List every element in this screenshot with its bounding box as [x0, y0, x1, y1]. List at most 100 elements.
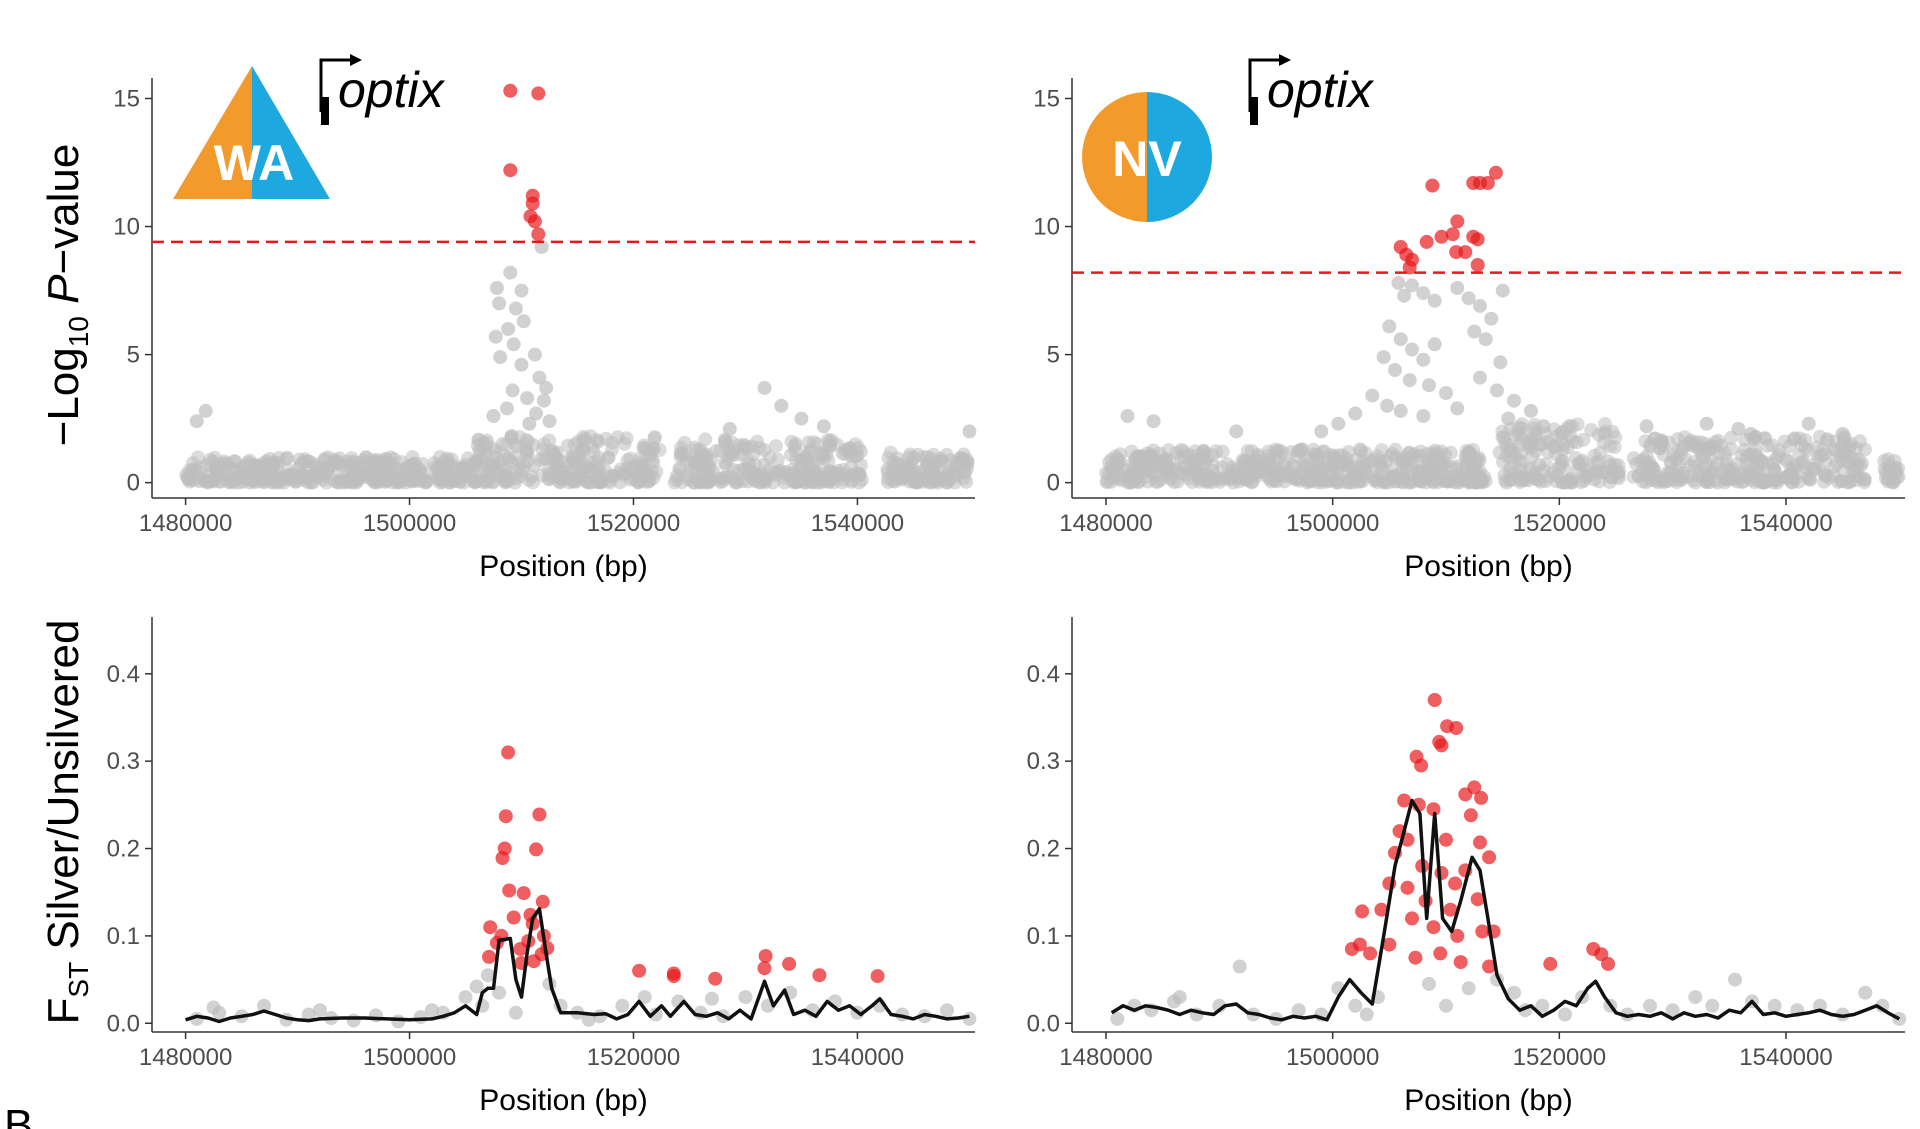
nonsignificant-point	[516, 314, 531, 329]
nonsignificant-point	[1393, 332, 1408, 347]
nonsignificant-point	[1405, 278, 1419, 293]
background-point	[615, 467, 630, 482]
background-point	[647, 431, 662, 446]
background-point	[1511, 420, 1526, 435]
nonsignificant-point	[1376, 350, 1391, 365]
background-point	[1724, 442, 1739, 457]
background-point	[804, 443, 819, 458]
background-point	[1174, 466, 1189, 481]
background-point	[499, 469, 514, 484]
significant-point	[1448, 876, 1463, 891]
background-point	[1596, 465, 1611, 480]
y-tick-label: 5	[1047, 342, 1060, 369]
background-point	[1767, 463, 1782, 478]
significant-point	[495, 851, 510, 866]
background-point	[1610, 465, 1625, 480]
background-point	[1802, 472, 1817, 487]
significant-point	[1408, 950, 1423, 965]
x-tick-label: 1520000	[587, 1044, 680, 1071]
triangle-split-badge: WA	[173, 66, 330, 199]
nonsignificant-point	[738, 990, 753, 1005]
nonsignificant-point	[615, 998, 630, 1013]
nonsignificant-point	[722, 421, 737, 436]
background-point	[1297, 458, 1312, 473]
background-point	[439, 456, 454, 471]
background-point	[1836, 445, 1851, 460]
nonsignificant-point	[1705, 998, 1720, 1013]
nonsignificant-point	[1835, 1007, 1850, 1022]
nonsignificant-point	[1348, 998, 1363, 1013]
background-point	[949, 457, 964, 471]
background-point	[585, 440, 600, 454]
background-point	[1643, 439, 1658, 454]
background-point	[492, 455, 507, 470]
x-tick-label: 1480000	[139, 1044, 232, 1071]
significant-point	[1363, 946, 1378, 961]
significant-point	[506, 910, 521, 925]
y-tick-label: 0	[1047, 470, 1060, 497]
background-point	[1266, 460, 1281, 475]
background-point	[789, 475, 804, 490]
gene-label-wa: optix	[319, 54, 446, 125]
background-point	[1106, 467, 1121, 482]
points-layer	[189, 745, 977, 1029]
significant-point	[782, 956, 797, 971]
background-point	[1675, 442, 1690, 457]
significant-point	[1400, 880, 1415, 895]
nonsignificant-point	[1365, 388, 1380, 403]
significant-point	[1453, 955, 1468, 970]
background-point	[910, 465, 925, 480]
background-point	[515, 463, 530, 478]
significant-point	[525, 196, 540, 211]
nonsignificant-point	[313, 1003, 327, 1018]
background-point	[1462, 445, 1477, 460]
background-point	[1209, 444, 1223, 459]
gene-label-nv: optix	[1248, 54, 1375, 125]
significant-point	[1433, 946, 1448, 961]
nonsignificant-point	[1110, 1011, 1125, 1026]
nonsignificant-point	[1461, 291, 1476, 306]
transcription-start-arrow-icon	[319, 54, 362, 125]
background-point	[1575, 453, 1590, 468]
background-point	[635, 458, 650, 473]
background-point	[1558, 475, 1573, 490]
background-point	[1742, 463, 1757, 478]
significant-point	[535, 894, 550, 909]
nv-gwas-panel: 0 5 10 15 1480000 1500000 1520000 1540000 Positi…	[1033, 78, 1906, 583]
background-point	[292, 460, 307, 475]
significant-point	[1397, 793, 1412, 808]
background-point	[1292, 473, 1307, 488]
nonsignificant-point	[1382, 319, 1397, 334]
background-point	[433, 475, 448, 490]
background-point	[1877, 453, 1892, 468]
x-tick-label: 1520000	[1513, 510, 1606, 537]
significant-point	[482, 949, 496, 964]
background-point	[1672, 472, 1687, 487]
background-point	[1149, 474, 1164, 489]
background-point	[598, 431, 613, 446]
background-point	[1840, 475, 1855, 490]
nonsignificant-point	[1536, 419, 1551, 434]
nonsignificant-point	[469, 979, 484, 994]
background-point	[1885, 474, 1900, 489]
background-point	[200, 474, 215, 489]
background-point	[526, 475, 540, 490]
background-point	[1548, 447, 1563, 461]
fst-window-line	[1110, 798, 1901, 1022]
y-axis-title-bottom: FST Silver/Unsilvered	[39, 619, 94, 1024]
significant-point	[1450, 214, 1465, 229]
significant-point	[1443, 902, 1458, 917]
x-axis-title: Position (bp)	[479, 1084, 647, 1117]
background-point	[1654, 473, 1669, 488]
background-point	[1705, 465, 1720, 480]
background-point	[519, 433, 534, 447]
x-tick-label: 1480000	[1059, 1044, 1152, 1071]
background-point	[210, 466, 224, 481]
x-tick-label: 1500000	[363, 510, 456, 537]
significant-point	[1449, 721, 1464, 735]
significant-point	[1480, 176, 1495, 190]
x-tick-label: 1500000	[1286, 1044, 1379, 1071]
nonsignificant-point	[1858, 985, 1873, 1000]
y-tick-label: 5	[127, 342, 140, 369]
y-tick-label: 0.2	[1027, 836, 1060, 863]
